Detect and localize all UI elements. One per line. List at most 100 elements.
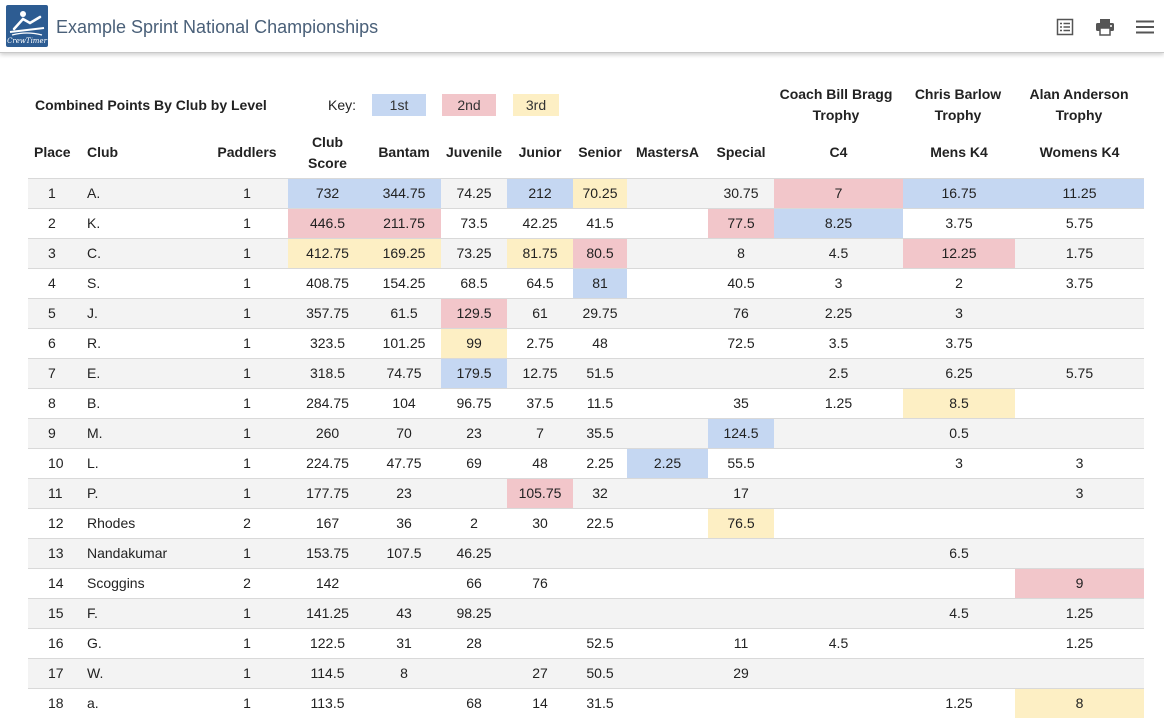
cell-masters-a — [627, 178, 708, 208]
table-row[interactable]: 16 G. 1 122.5 31 28 52.5 11 4.5 1.25 — [28, 628, 1144, 658]
cell-womens-k4 — [1015, 388, 1144, 418]
cell-womens-k4 — [1015, 298, 1144, 328]
table-row[interactable]: 9 M. 1 260 70 23 7 35.5 124.5 0.5 — [28, 418, 1144, 448]
table-row[interactable]: 18 a. 1 113.5 68 14 31.5 1.25 8 — [28, 688, 1144, 718]
col-club-score[interactable]: Club Score — [308, 133, 347, 171]
cell-club-score: 412.75 — [288, 238, 367, 268]
table-row[interactable]: 12 Rhodes 2 167 36 2 30 22.5 76.5 — [28, 508, 1144, 538]
table-row[interactable]: 11 P. 1 177.75 23 105.75 32 17 3 — [28, 478, 1144, 508]
cell-junior: 61 — [532, 305, 548, 321]
cell-club: B. — [87, 395, 101, 411]
points-table: Place Club Paddlers Club Score Bantam Ju… — [28, 128, 1144, 718]
cell-c4 — [774, 598, 903, 628]
cell-club-score: 224.75 — [306, 455, 349, 471]
cell-paddlers: 1 — [243, 665, 251, 681]
cell-paddlers: 1 — [243, 635, 251, 651]
cell-paddlers: 1 — [243, 215, 251, 231]
cell-paddlers: 1 — [243, 245, 251, 261]
cell-special: 124.5 — [708, 418, 774, 448]
table-row[interactable]: 14 Scoggins 2 142 66 76 9 — [28, 568, 1144, 598]
cell-junior: 212 — [507, 178, 573, 208]
table-row[interactable]: 7 E. 1 318.5 74.75 179.5 12.75 51.5 2.5 6.25 5.75 — [28, 358, 1144, 388]
cell-masters-a — [627, 388, 708, 418]
col-womens-k4[interactable]: Womens K4 — [1039, 144, 1120, 161]
cell-club-score: 446.5 — [288, 208, 367, 238]
cell-special: 55.5 — [727, 455, 755, 471]
cell-mens-k4: 16.75 — [903, 178, 1015, 208]
table-row[interactable]: 8 B. 1 284.75 104 96.75 37.5 11.5 35 1.25 8.5 — [28, 388, 1144, 418]
cell-bantam: 107.5 — [386, 545, 422, 561]
cell-juvenile: 28 — [466, 635, 482, 651]
col-mens-k4[interactable]: Mens K4 — [930, 144, 988, 161]
cell-c4 — [774, 448, 903, 478]
col-juvenile[interactable]: Juvenile — [445, 144, 503, 161]
col-club[interactable]: Club — [87, 144, 119, 161]
table-row[interactable]: 2 K. 1 446.5 211.75 73.5 42.25 41.5 77.5 8.25 3.75… — [28, 208, 1144, 238]
cell-c4: 3 — [834, 275, 843, 291]
cell-masters-a — [627, 538, 708, 568]
table-row[interactable]: 15 F. 1 141.25 43 98.25 4.5 1.25 — [28, 598, 1144, 628]
col-bantam[interactable]: Bantam — [378, 144, 430, 161]
cell-place: 11 — [48, 485, 63, 501]
top-bar: CrewTimer Example Sprint National Champi… — [0, 0, 1164, 53]
menu-icon[interactable] — [1134, 16, 1156, 38]
cell-bantam: 47.75 — [386, 455, 422, 471]
cell-mens-k4 — [903, 628, 1015, 658]
cell-c4: 3.5 — [828, 335, 849, 351]
cell-juvenile: 68.5 — [460, 275, 488, 291]
table-row[interactable]: 10 L. 1 224.75 47.75 69 48 2.25 2.25 55.5 3 3 — [28, 448, 1144, 478]
key-label: Key: — [328, 97, 357, 113]
cell-place: 6 — [48, 335, 56, 351]
col-senior[interactable]: Senior — [578, 144, 622, 161]
trophy-c4-heading: Coach Bill Bragg Trophy — [779, 86, 893, 123]
table-row[interactable]: 4 S. 1 408.75 154.25 68.5 64.5 81 40.5 3 2 3.75 — [28, 268, 1144, 298]
cell-mens-k4: 3.75 — [945, 335, 973, 351]
cell-c4 — [774, 508, 903, 538]
col-junior[interactable]: Junior — [518, 144, 562, 161]
list-view-icon[interactable] — [1054, 16, 1076, 38]
cell-special — [708, 538, 774, 568]
print-icon[interactable] — [1094, 16, 1116, 38]
report-header: Combined Points By Club by Level Key: 1s… — [28, 78, 1144, 128]
table-row[interactable]: 13 Nandakumar 1 153.75 107.5 46.25 6.5 — [28, 538, 1144, 568]
table-row[interactable]: 3 C. 1 412.75 169.25 73.25 81.75 80.5 8 4.5 12.25 1… — [28, 238, 1144, 268]
cell-c4: 2.5 — [828, 365, 849, 381]
cell-special — [708, 358, 774, 388]
cell-masters-a — [627, 598, 708, 628]
cell-masters-a — [627, 328, 708, 358]
cell-mens-k4: 2 — [955, 275, 963, 291]
cell-womens-k4: 5.75 — [1065, 215, 1094, 231]
col-c4[interactable]: C4 — [829, 144, 848, 161]
cell-junior: 12.75 — [522, 365, 558, 381]
cell-place: 8 — [48, 395, 56, 411]
cell-place: 4 — [48, 275, 56, 291]
cell-womens-k4 — [1015, 328, 1144, 358]
cell-womens-k4 — [1015, 658, 1144, 688]
cell-special: 72.5 — [727, 335, 755, 351]
crewtimer-logo[interactable]: CrewTimer — [6, 5, 48, 47]
cell-senior: 11.5 — [586, 395, 614, 411]
cell-bantam: 43 — [396, 605, 412, 621]
table-row[interactable]: 6 R. 1 323.5 101.25 99 2.75 48 72.5 3.5 3.75 — [28, 328, 1144, 358]
cell-womens-k4 — [1015, 508, 1144, 538]
cell-juvenile: 66 — [466, 575, 482, 591]
cell-juvenile: 73.5 — [460, 215, 488, 231]
col-place[interactable]: Place — [34, 144, 71, 161]
cell-club-score: 167 — [315, 515, 340, 531]
col-masters-a[interactable]: MastersA — [635, 144, 700, 161]
key-first-badge: 1st — [372, 94, 426, 116]
cell-special: 11 — [733, 635, 749, 651]
cell-senior: 31.5 — [586, 695, 614, 712]
col-paddlers[interactable]: Paddlers — [217, 144, 277, 161]
cell-place: 2 — [48, 215, 56, 231]
cell-paddlers: 1 — [243, 485, 251, 501]
table-row[interactable]: 1 A. 1 732 344.75 74.25 212 70.25 30.75 7 16.75 11.… — [28, 178, 1144, 208]
cell-bantam: 8 — [400, 665, 408, 681]
table-row[interactable]: 17 W. 1 114.5 8 27 50.5 29 — [28, 658, 1144, 688]
cell-womens-k4: 1.25 — [1065, 635, 1094, 651]
table-row[interactable]: 5 J. 1 357.75 61.5 129.5 61 29.75 76 2.25 3 — [28, 298, 1144, 328]
cell-c4: 2.25 — [824, 305, 853, 321]
cell-c4: 1.25 — [824, 395, 853, 411]
col-special[interactable]: Special — [716, 144, 766, 161]
cell-mens-k4: 3.75 — [945, 215, 973, 231]
